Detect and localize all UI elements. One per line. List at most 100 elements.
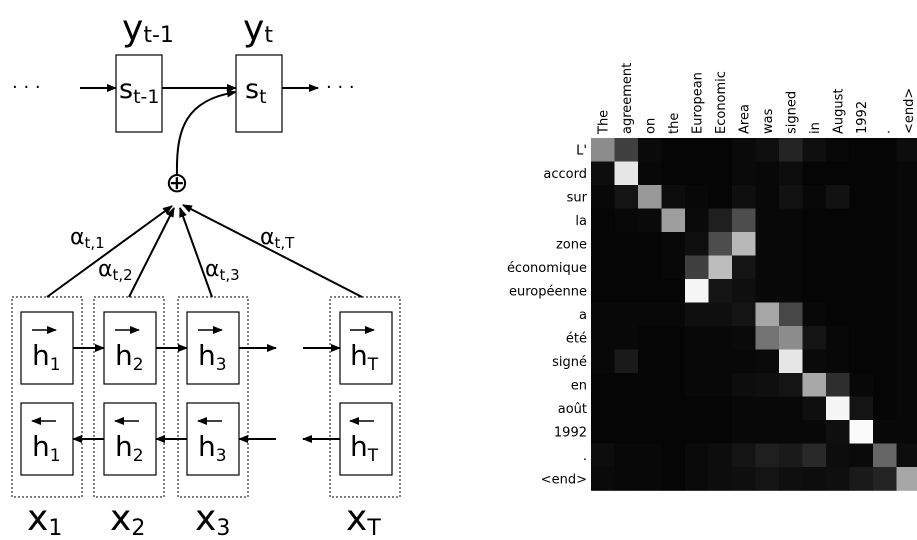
heatmap-cell xyxy=(685,138,709,162)
y-tick-label: août xyxy=(558,402,587,417)
heatmap-cell xyxy=(661,373,686,397)
heatmap-cell xyxy=(802,161,827,186)
heatmap-cell xyxy=(802,396,827,421)
heatmap-cell xyxy=(779,326,803,350)
heatmap-cell xyxy=(779,302,803,327)
heatmap-cell xyxy=(849,420,874,444)
heatmap-cell xyxy=(591,326,615,350)
heatmap-cell xyxy=(661,443,686,468)
heatmap-cell xyxy=(638,467,662,491)
heatmap-cell xyxy=(638,420,662,444)
heatmap-cell xyxy=(708,326,733,350)
heatmap-cell xyxy=(685,255,709,280)
x-tick-label: 1992 xyxy=(855,101,870,134)
heatmap-cell xyxy=(614,161,639,186)
heatmap-cell xyxy=(896,279,917,303)
heatmap-cell xyxy=(685,396,709,421)
attention-arrow-1 xyxy=(46,205,173,298)
heatmap-cell xyxy=(755,255,780,280)
forward-hidden-label-2: h2 xyxy=(115,326,144,375)
heatmap-cell xyxy=(614,396,639,421)
heatmap-cell xyxy=(614,232,639,256)
heatmap-cell xyxy=(638,279,662,303)
heatmap-cell xyxy=(896,373,917,397)
heatmap-cell xyxy=(826,420,850,444)
heatmap-cell xyxy=(849,279,874,303)
heatmap-cell xyxy=(779,255,803,280)
heatmap-cell xyxy=(873,396,897,421)
x-tick-label: in xyxy=(808,122,823,134)
heatmap-cell xyxy=(849,138,874,162)
y-tick-label: a xyxy=(579,308,587,323)
heatmap-cell xyxy=(591,396,615,421)
svg-text:hT: hT xyxy=(350,339,379,375)
heatmap-cell xyxy=(779,420,803,444)
heatmap-cell xyxy=(591,255,615,280)
heatmap-cell xyxy=(708,302,733,327)
heatmap-cell xyxy=(732,349,756,374)
y-tick-label: 1992 xyxy=(554,425,587,440)
heatmap-cell xyxy=(708,467,733,491)
heatmap-cell xyxy=(849,255,874,280)
heatmap-cell xyxy=(708,279,733,303)
heatmap-cell xyxy=(685,161,709,186)
heatmap-cell xyxy=(755,208,780,233)
y-tick-label: européenne xyxy=(509,284,587,299)
y-tick-label: la xyxy=(575,214,587,229)
heatmap-cell xyxy=(685,373,709,397)
heatmap-cell xyxy=(614,138,639,162)
backward-hidden-label-1: h1 xyxy=(31,417,61,466)
encoder-column-1 xyxy=(11,296,83,498)
y-tick-label: accord xyxy=(543,167,587,182)
heatmap-cell xyxy=(826,208,850,233)
heatmap-cell xyxy=(779,185,803,209)
heatmap-cell xyxy=(661,326,686,350)
decoder-state-prev-label: st-1 xyxy=(119,74,159,108)
heatmap-cell xyxy=(614,373,639,397)
attention-arrow-T xyxy=(182,204,363,298)
x-tick-label: signed xyxy=(784,91,799,134)
heatmap-cell xyxy=(591,138,615,162)
heatmap-cell xyxy=(732,396,756,421)
heatmap-cell xyxy=(708,373,733,397)
backward-hidden-label-T: hT xyxy=(349,417,379,466)
x-tick-label: Economic xyxy=(714,71,729,134)
y-tick-label: en xyxy=(571,378,587,393)
heatmap-cell xyxy=(896,443,917,468)
heatmap-cell xyxy=(779,138,803,162)
heatmap-cell xyxy=(638,302,662,327)
y-tick-label: <end> xyxy=(541,472,587,487)
heatmap-cell xyxy=(755,349,780,374)
heatmap-cell xyxy=(708,185,733,209)
heatmap-cell xyxy=(708,208,733,233)
heatmap-cell xyxy=(638,255,662,280)
heatmap-cell xyxy=(661,279,686,303)
heatmap-cell xyxy=(849,161,874,186)
heatmap-cell xyxy=(826,467,850,491)
heatmap-cell xyxy=(685,279,709,303)
heatmap-cell xyxy=(779,349,803,374)
y-tick-label: L' xyxy=(576,143,587,158)
attention-heatmap: L' accord sur la zone économique européenne a ét… xyxy=(507,63,917,491)
input-label-1: x1 xyxy=(27,498,62,540)
heatmap-cell xyxy=(614,420,639,444)
heatmap-cell xyxy=(873,349,897,374)
forward-hidden-box-T xyxy=(339,311,393,385)
heatmap-cell xyxy=(849,349,874,374)
heatmap-cell xyxy=(873,279,897,303)
heatmap-cell xyxy=(614,326,639,350)
svg-text:h2: h2 xyxy=(115,430,144,466)
forward-hidden-box-1 xyxy=(20,311,74,385)
forward-hidden-box-2 xyxy=(103,311,157,385)
x-tick-label: was xyxy=(761,108,776,134)
heatmap-cell xyxy=(732,138,756,162)
heatmap-cell xyxy=(638,208,662,233)
heatmap-cell xyxy=(708,443,733,468)
heatmap-cell xyxy=(591,420,615,444)
y-tick-label: sur xyxy=(567,190,588,205)
heatmap-cell xyxy=(779,208,803,233)
weight-label-3: αt,3 xyxy=(205,257,240,284)
heatmap-cell xyxy=(755,326,780,350)
heatmap-cell xyxy=(826,138,850,162)
heatmap-cell xyxy=(896,326,917,350)
